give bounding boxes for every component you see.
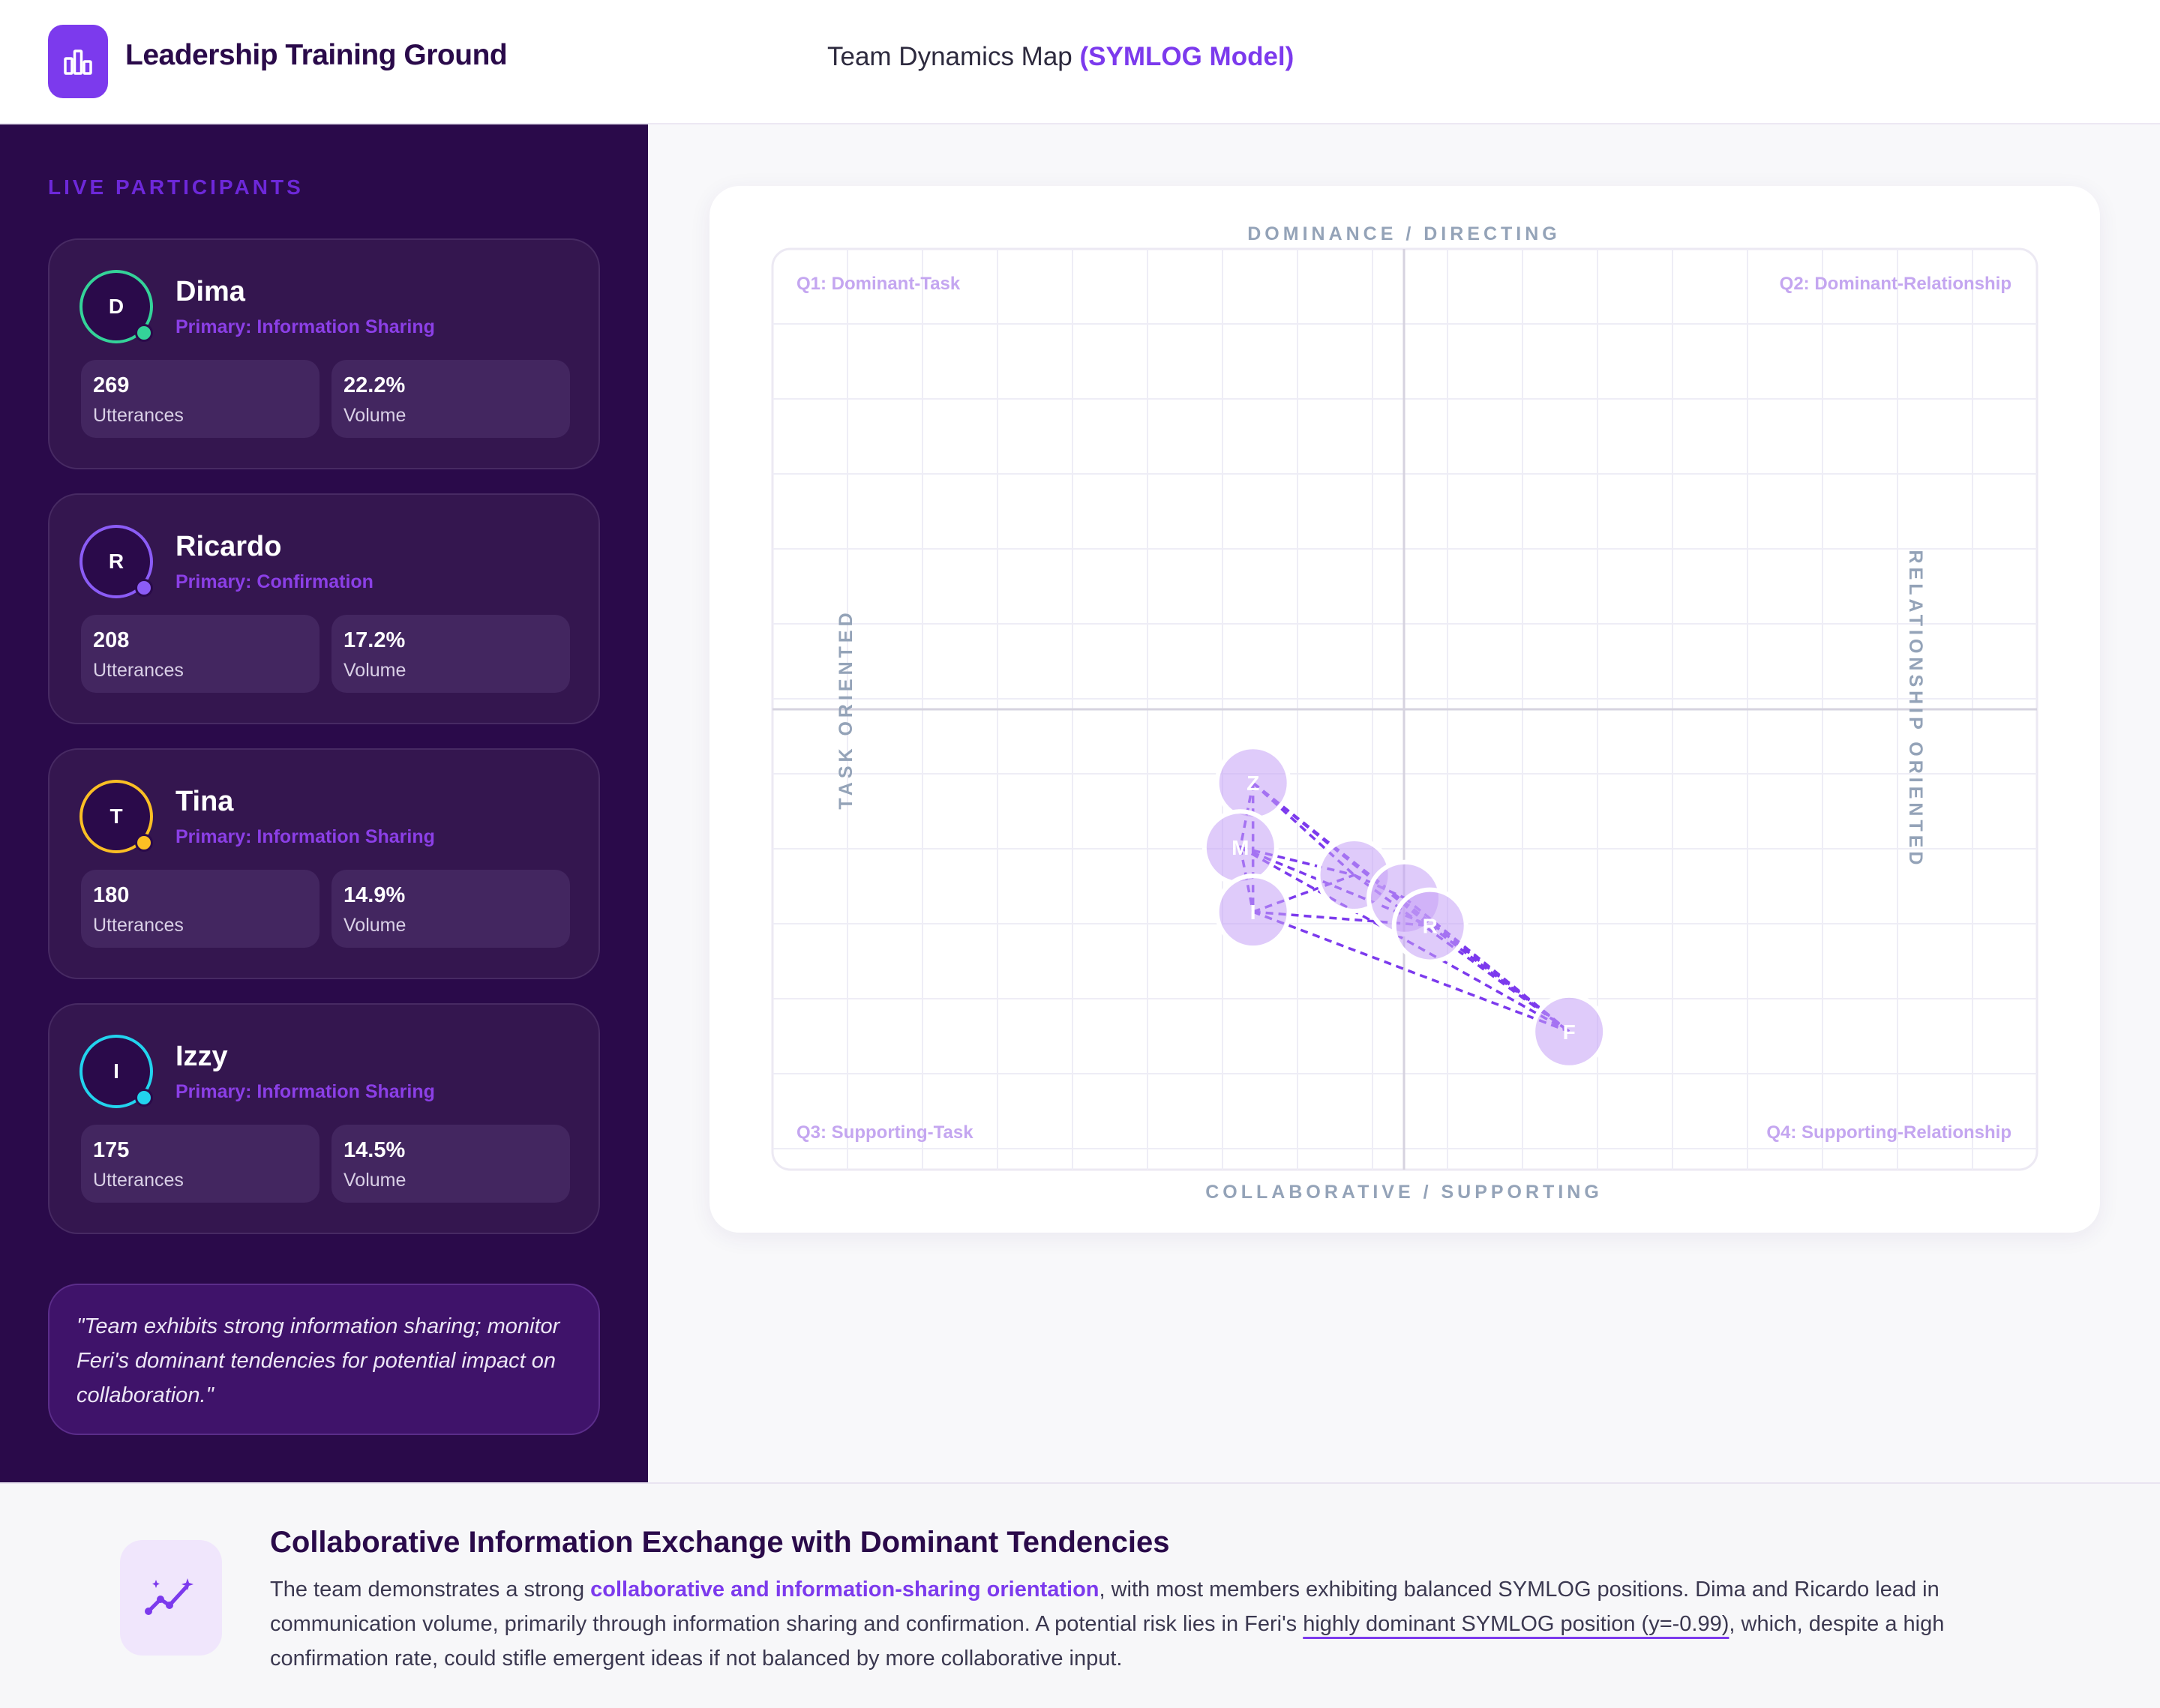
volume-label: Volume: [344, 1170, 406, 1191]
utterances-stat: 269 Utterances: [81, 360, 320, 438]
interaction-link: [1252, 910, 1570, 1033]
volume-label: Volume: [344, 405, 406, 426]
node-label: R: [1423, 915, 1438, 938]
utterances-value: 269: [93, 373, 130, 397]
status-dot: [135, 579, 153, 597]
avatar-initial: R: [108, 550, 124, 573]
participant-nodes: Z M I R F: [1202, 745, 1608, 1070]
summary-text-part: , with most members exhibiting balanced …: [270, 1578, 1940, 1636]
volume-stat: 22.2% Volume: [332, 360, 570, 438]
status-dot: [135, 834, 153, 852]
logo[interactable]: [48, 25, 108, 98]
volume-stat: 14.9% Volume: [332, 870, 570, 948]
avatar: D: [80, 270, 153, 343]
summary-footer: Collaborative Information Exchange with …: [0, 1482, 2160, 1708]
participant-role: Primary: Information Sharing: [176, 1081, 435, 1102]
app-title: Leadership Training Ground: [125, 39, 508, 71]
participant-card-dima[interactable]: D Dima Primary: Information Sharing 269 …: [48, 238, 600, 469]
right-axis-label: RELATIONSHIP ORIENTED: [1905, 550, 1926, 869]
utterances-label: Utterances: [93, 660, 184, 681]
utterances-label: Utterances: [93, 405, 184, 426]
node-circle: [1214, 873, 1292, 951]
summary-title: Collaborative Information Exchange with …: [270, 1526, 1170, 1559]
app-header: Leadership Training Ground Team Dynamics…: [0, 0, 2160, 124]
page-title-accent: (SYMLOG Model): [1079, 42, 1294, 71]
participant-name: Dima: [176, 276, 245, 307]
summary-text: The team demonstrates a strong collabora…: [270, 1572, 2055, 1676]
volume-label: Volume: [344, 915, 406, 936]
sidebar-heading: LIVE PARTICIPANTS: [48, 175, 304, 199]
status-dot: [135, 324, 153, 342]
utterances-label: Utterances: [93, 915, 184, 936]
participant-name: Tina: [176, 786, 234, 817]
participants-sidebar: LIVE PARTICIPANTS D Dima Primary: Inform…: [0, 124, 648, 1482]
volume-value: 22.2%: [344, 373, 406, 397]
participant-role: Primary: Confirmation: [176, 571, 374, 592]
symlog-map: DOMINANCE / DIRECTING COLLABORATIVE / SU…: [771, 223, 2038, 1203]
summary-highlight: collaborative and information-sharing or…: [590, 1578, 1100, 1602]
utterances-stat: 175 Utterances: [81, 1125, 320, 1203]
page-title-text: Team Dynamics Map: [827, 42, 1072, 71]
main-content: DOMINANCE / DIRECTING COLLABORATIVE / SU…: [648, 124, 2160, 1482]
sparkline-icon: [145, 1578, 194, 1615]
participant-node[interactable]: M: [1202, 809, 1279, 886]
avatar: T: [80, 780, 153, 853]
quadrant-label-q3: Q3: Supporting-Task: [796, 1122, 974, 1143]
interaction-link: [1252, 781, 1355, 876]
avatar-initial: I: [113, 1059, 119, 1083]
bottom-axis-label: COLLABORATIVE / SUPPORTING: [1205, 1182, 1603, 1203]
participant-card-ricardo[interactable]: R Ricardo Primary: Confirmation 208 Utte…: [48, 493, 600, 724]
participant-node[interactable]: I: [1214, 873, 1292, 951]
page-title: Team Dynamics Map (SYMLOG Model): [827, 42, 1294, 72]
volume-value: 14.5%: [344, 1138, 406, 1162]
participant-name: Ricardo: [176, 531, 282, 562]
utterances-stat: 180 Utterances: [81, 870, 320, 948]
node-label: I: [1250, 900, 1256, 924]
status-dot: [135, 1089, 153, 1107]
summary-underline: highly dominant SYMLOG position (y=-0.99…: [1303, 1612, 1730, 1636]
participant-card-tina[interactable]: T Tina Primary: Information Sharing 180 …: [48, 748, 600, 979]
quadrant-label-q4: Q4: Supporting-Relationship: [1766, 1122, 2012, 1143]
interaction-link: [1403, 897, 1570, 1033]
participant-card-izzy[interactable]: I Izzy Primary: Information Sharing 175 …: [48, 1003, 600, 1234]
avatar: I: [80, 1035, 153, 1108]
participant-role: Primary: Information Sharing: [176, 826, 435, 847]
symlog-map-card: DOMINANCE / DIRECTING COLLABORATIVE / SU…: [710, 186, 2100, 1233]
volume-stat: 17.2% Volume: [332, 615, 570, 693]
node-label: Z: [1246, 772, 1259, 795]
avatar-initial: D: [108, 295, 124, 318]
avatar: R: [80, 525, 153, 598]
utterances-label: Utterances: [93, 1170, 184, 1191]
participant-name: Izzy: [176, 1041, 228, 1072]
utterances-value: 180: [93, 883, 130, 907]
summary-text-part: , which, despite a high confirmation rat…: [270, 1612, 1945, 1671]
utterances-value: 175: [93, 1138, 130, 1162]
participant-node[interactable]: Z: [1214, 745, 1292, 822]
node-circle: [1391, 887, 1468, 964]
participant-node[interactable]: F: [1531, 993, 1608, 1070]
volume-stat: 14.5% Volume: [332, 1125, 570, 1203]
summary-icon: [120, 1540, 222, 1656]
quadrant-label-q2: Q2: Dominant-Relationship: [1780, 274, 2012, 294]
node-circle: [1531, 993, 1608, 1070]
top-axis-label: DOMINANCE / DIRECTING: [1247, 223, 1561, 244]
left-axis-label: TASK ORIENTED: [836, 609, 856, 809]
utterances-value: 208: [93, 628, 130, 652]
insight-quote: "Team exhibits strong information sharin…: [48, 1284, 600, 1435]
participant-node[interactable]: R: [1391, 887, 1468, 964]
node-label: M: [1232, 836, 1249, 859]
bar-chart-icon: [64, 49, 92, 75]
avatar-initial: T: [110, 805, 123, 828]
utterances-stat: 208 Utterances: [81, 615, 320, 693]
volume-value: 17.2%: [344, 628, 406, 652]
summary-text-part: The team demonstrates a strong: [270, 1578, 591, 1602]
quadrant-label-q1: Q1: Dominant-Task: [796, 274, 961, 294]
volume-value: 14.9%: [344, 883, 406, 907]
participant-role: Primary: Information Sharing: [176, 316, 435, 337]
volume-label: Volume: [344, 660, 406, 681]
node-label: F: [1563, 1020, 1576, 1044]
